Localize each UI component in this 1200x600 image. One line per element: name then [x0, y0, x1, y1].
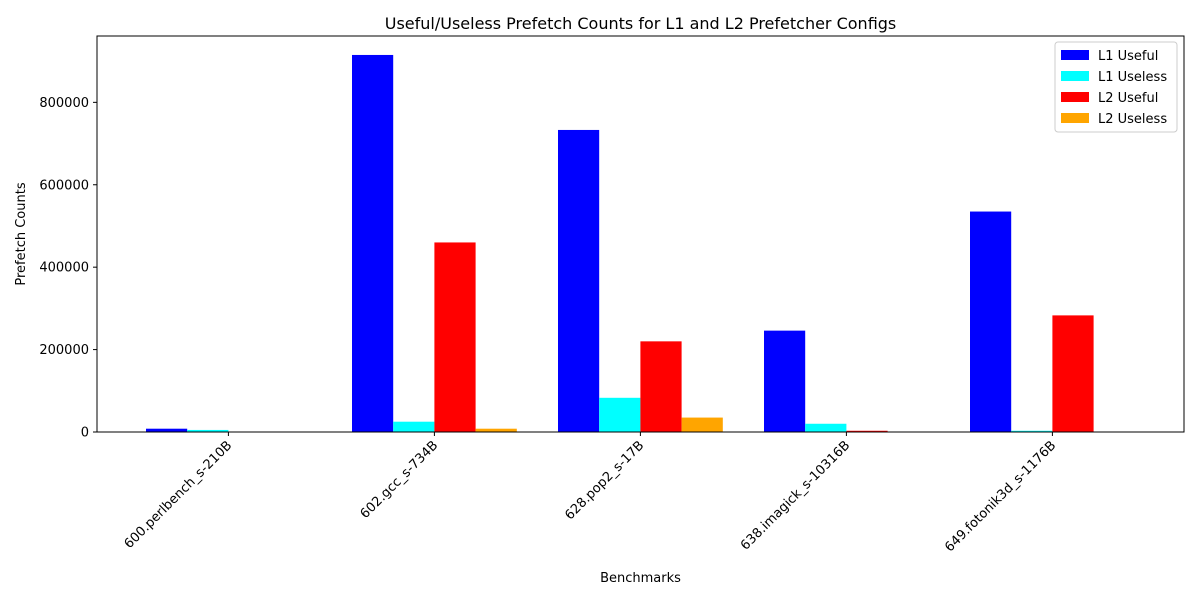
bar-l1-useful-3 — [764, 330, 806, 432]
y-tick-label: 400000 — [39, 261, 89, 276]
bar-l1-useful-4 — [970, 211, 1012, 432]
x-tick-label: 602.gcc_s-734B — [358, 438, 442, 522]
legend-label-l1-useless: L1 Useless — [1098, 70, 1167, 85]
x-axis: 600.perlbench_s-210B 602.gcc_s-734B 628.po… — [122, 432, 1059, 555]
legend-swatch-l1-useful — [1061, 50, 1089, 60]
legend-label-l2-useful: L2 Useful — [1098, 91, 1158, 106]
x-tick-label: 628.pop2_s-17B — [562, 438, 647, 523]
bar-l2-useless-2 — [681, 417, 723, 432]
legend-swatch-l2-useful — [1061, 92, 1089, 102]
y-axis-label: Prefetch Counts — [14, 182, 29, 285]
bar-l2-useful-3 — [846, 430, 888, 432]
chart-title: Useful/Useless Prefetch Counts for L1 an… — [385, 14, 897, 33]
bar-l2-useful-1 — [434, 242, 476, 432]
bar-l1-useless-0 — [187, 429, 229, 432]
bar-l1-useless-2 — [599, 397, 641, 432]
bar-l2-useless-1 — [475, 428, 517, 432]
bar-l1-useful-2 — [558, 129, 600, 432]
legend-label-l1-useful: L1 Useful — [1098, 49, 1158, 64]
legend-box — [1054, 41, 1178, 133]
x-axis-label: Benchmarks — [600, 571, 681, 586]
y-axis: 0 200000 400000 600000 800000 — [39, 96, 97, 441]
x-tick-label: 600.perlbench_s-210B — [122, 438, 236, 552]
bar-l1-useless-3 — [805, 423, 847, 432]
x-tick-label: 649.fotonik3d_s-1176B — [942, 438, 1059, 555]
bar-l1-useful-0 — [146, 428, 188, 432]
legend: L1 Useful L1 Useless L2 Useful L2 Useless — [1054, 41, 1178, 133]
bar-l1-useless-4 — [1011, 430, 1053, 432]
y-tick-label: 800000 — [39, 96, 89, 111]
plot-frame — [96, 35, 1185, 433]
bar-l2-useful-4 — [1052, 315, 1094, 432]
legend-swatch-l1-useless — [1061, 71, 1089, 81]
legend-swatch-l2-useless — [1061, 113, 1089, 123]
y-tick-label: 600000 — [39, 178, 89, 193]
bar-l2-useful-2 — [640, 341, 682, 432]
y-tick-label: 0 — [81, 426, 89, 441]
bar-l1-useful-1 — [352, 54, 394, 432]
bar-l1-useless-1 — [393, 421, 435, 432]
bars-group — [146, 54, 1094, 432]
legend-label-l2-useless: L2 Useless — [1098, 112, 1167, 127]
y-tick-label: 200000 — [39, 343, 89, 358]
x-tick-label: 638.imagick_s-10316B — [738, 438, 853, 553]
